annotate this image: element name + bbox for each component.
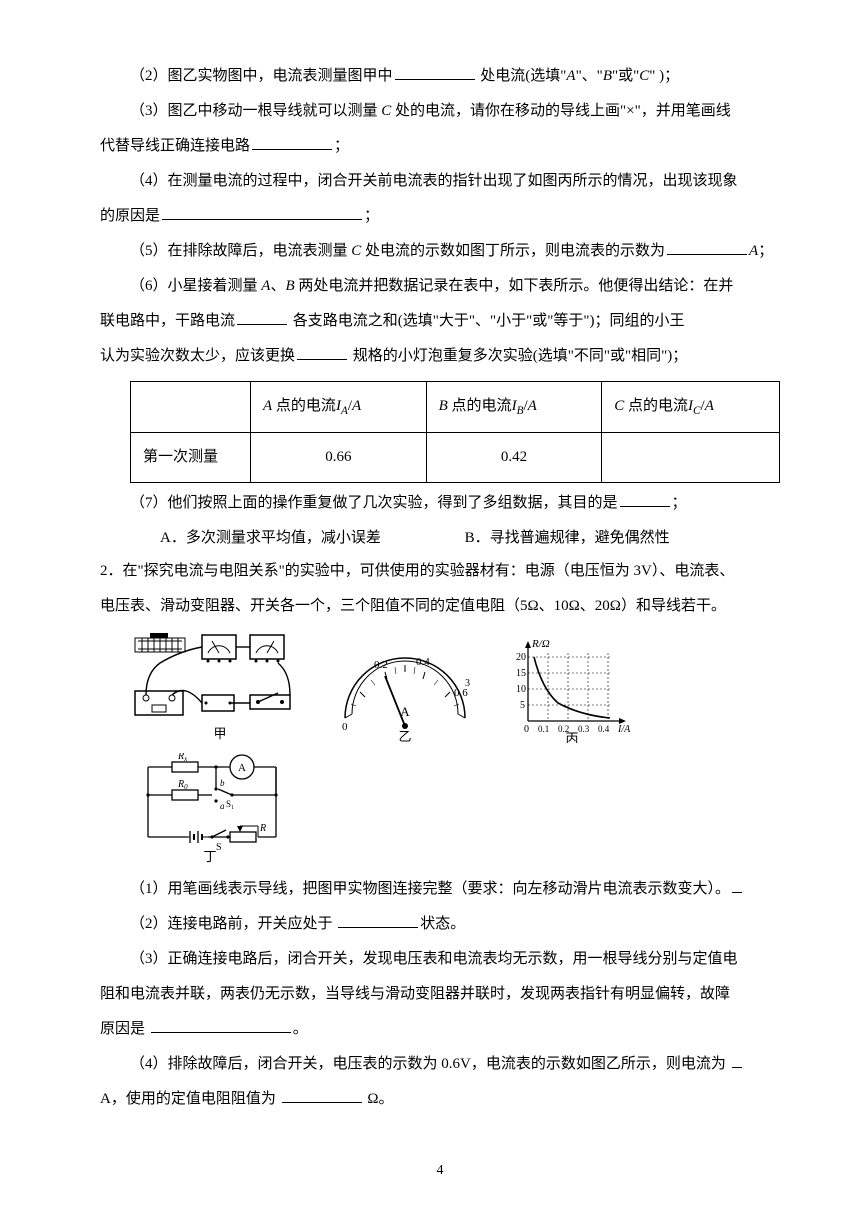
q1-p3b: 代替导线正确连接电路；	[100, 130, 780, 163]
table-r1c2: 0.66	[251, 432, 427, 482]
q2-p4a: （4）排除故障后，闭合开关，电压表的示数为 0.6V，电流表的示数如图乙所示，则…	[100, 1048, 780, 1081]
q1-p5: （5）在排除故障后，电流表测量 C 处电流的示数如图丁所示，则电流表的示数为A；	[100, 235, 780, 268]
svg-text:20: 20	[516, 652, 526, 663]
q1-p7: （7）他们按照上面的操作重复做了几次实验，得到了多组数据，其目的是；	[100, 487, 780, 520]
ammeter-dial-icon: 0 0.2 0.4 0.6 3 A 乙	[330, 648, 480, 743]
q2-p1: （1）用笔画线表示导线，把图甲实物图连接完整（要求：向左移动滑片电流表示数变大）…	[100, 873, 780, 906]
table-r1c3: 0.42	[426, 432, 602, 482]
q1-p3: （3）图乙中移动一根导线就可以测量 C 处的电流，请你在移动的导线上画"×"，并…	[100, 95, 780, 128]
opt-b: B．寻找普遍规律，避免偶然性	[465, 530, 670, 546]
blank-q1-2[interactable]	[395, 62, 475, 80]
q1-p4b: 的原因是；	[100, 200, 780, 233]
fig-bing: R/Ω 20 15 10 5 0 0.1 0.2 0.3 0.4 I/A 丙	[500, 633, 640, 743]
q2-figs-row1: 甲	[130, 633, 780, 743]
q2-p3c: 原因是 。	[100, 1013, 780, 1046]
table-h4: C 点的电流IC/A	[602, 382, 780, 433]
svg-text:乙: 乙	[398, 729, 411, 743]
svg-text:丁: 丁	[203, 849, 216, 863]
svg-text:0.4: 0.4	[598, 724, 610, 734]
svg-text:0.2: 0.2	[374, 659, 388, 671]
fig-jia: 甲	[130, 633, 310, 743]
svg-text:0.3: 0.3	[578, 724, 590, 734]
q2-figs-row2: Rx A R0 b a S1	[130, 753, 780, 863]
blank-q1-6a[interactable]	[237, 307, 287, 325]
svg-text:Rx: Rx	[177, 753, 188, 763]
q1-p6c: 认为实验次数太少，应该更换 规格的小灯泡重复多次实验(选填"不同"或"相同")；	[100, 340, 780, 373]
blank-q1-7[interactable]	[620, 489, 670, 507]
svg-text:S1: S1	[226, 799, 234, 811]
svg-text:A: A	[400, 704, 410, 719]
q1-options: A．多次测量求平均值，减小误差 B．寻找普遍规律，避免偶然性	[100, 522, 780, 555]
blank-q2-4b[interactable]	[282, 1085, 362, 1103]
q1-p6: （6）小星接着测量 A、B 两处电流并把数据记录在表中，如下表所示。他便得出结论…	[100, 270, 780, 303]
svg-text:丙: 丙	[565, 731, 578, 743]
graph-bing-icon: R/Ω 20 15 10 5 0 0.1 0.2 0.3 0.4 I/A 丙	[500, 633, 640, 743]
svg-text:0: 0	[342, 721, 348, 733]
svg-text:3: 3	[465, 678, 470, 689]
svg-text:15: 15	[516, 668, 526, 679]
fig-yi: 0 0.2 0.4 0.6 3 A 乙	[330, 648, 480, 743]
table-r1c1: 第一次测量	[131, 432, 251, 482]
svg-text:S: S	[216, 842, 222, 853]
blank-q2-3[interactable]	[151, 1015, 291, 1033]
svg-text:0.4: 0.4	[416, 656, 430, 668]
table-h3: B 点的电流IB/A	[426, 382, 602, 433]
q1-p6b: 联电路中，干路电流 各支路电流之和(选填"大于"、"小于"或"等于")；同组的小…	[100, 305, 780, 338]
blank-q1-5[interactable]	[667, 237, 747, 255]
q2-p3b: 阻和电流表并联，两表仍无示数，当导线与滑动变阻器并联时，发现两表指针有明显偏转，…	[100, 978, 780, 1011]
svg-text:0: 0	[524, 724, 529, 735]
blank-q2-1[interactable]	[732, 875, 742, 893]
svg-text:R/Ω: R/Ω	[531, 638, 550, 650]
q1-p4: （4）在测量电流的过程中，闭合开关前电流表的指针出现了如图丙所示的情况，出现该现…	[100, 165, 780, 198]
q2-intro2: 电压表、滑动变阻器、开关各一个，三个阻值不同的定值电阻（5Ω、10Ω、20Ω）和…	[100, 590, 780, 623]
circuit-ding-icon: Rx A R0 b a S1	[130, 753, 290, 863]
page-number: 4	[100, 1156, 780, 1187]
opt-a: A．多次测量求平均值，减小误差	[130, 522, 381, 555]
svg-text:0.1: 0.1	[538, 724, 549, 734]
table-h1	[131, 382, 251, 433]
table-r1c4[interactable]	[602, 432, 780, 482]
svg-text:5: 5	[520, 700, 525, 711]
svg-text:甲: 甲	[213, 726, 226, 741]
svg-text:I/A: I/A	[617, 724, 631, 735]
blank-q2-2[interactable]	[338, 910, 418, 928]
q2-p3a: （3）正确连接电路后，闭合开关，发现电压表和电流表均无示数，用一根导线分别与定值…	[100, 943, 780, 976]
svg-text:10: 10	[516, 684, 526, 695]
svg-text:b: b	[220, 778, 225, 788]
fig-ding: Rx A R0 b a S1	[130, 753, 290, 863]
svg-text:R: R	[259, 823, 266, 834]
q1-table: A 点的电流IA/A B 点的电流IB/A C 点的电流IC/A 第一次测量 0…	[130, 381, 780, 483]
blank-q2-4a[interactable]	[732, 1050, 742, 1068]
svg-text:a: a	[220, 801, 225, 811]
blank-q1-4[interactable]	[162, 202, 362, 220]
svg-text:A: A	[238, 762, 246, 774]
blank-q1-3[interactable]	[252, 132, 332, 150]
blank-q1-6b[interactable]	[297, 342, 347, 360]
q2-intro1: 2．在"探究电流与电阻关系"的实验中，可供使用的实验器材有：电源（电压恒为 3V…	[100, 555, 780, 588]
q1-p2: （2）图乙实物图中，电流表测量图甲中 处电流(选填"A"、"B"或"C" )；	[100, 60, 780, 93]
table-h2: A 点的电流IA/A	[251, 382, 427, 433]
q2-p4b: A，使用的定值电阻阻值为 Ω。	[100, 1083, 780, 1116]
circuit-jia-icon: 甲	[130, 633, 310, 743]
q2-p2: （2）连接电路前，开关应处于 状态。	[100, 908, 780, 941]
svg-text:R0: R0	[177, 779, 188, 791]
